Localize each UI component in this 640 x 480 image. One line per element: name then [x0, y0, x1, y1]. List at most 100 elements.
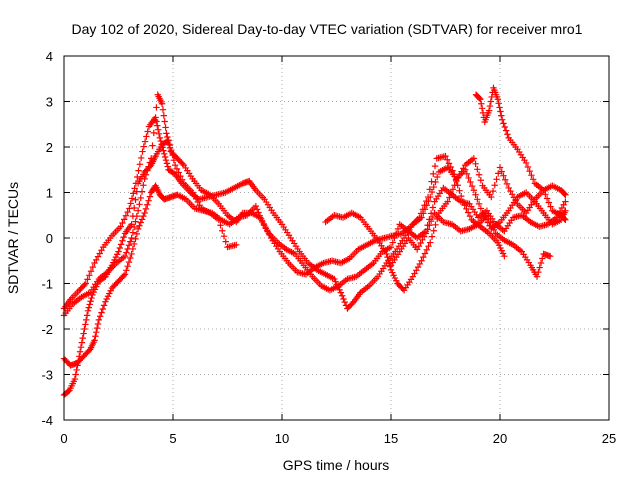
- data-point: [487, 98, 495, 105]
- data-point: [165, 136, 172, 144]
- data-point: [124, 208, 131, 216]
- data-point: [137, 194, 144, 202]
- data-point: [485, 215, 492, 223]
- data-point: [561, 215, 568, 223]
- data-point: [470, 187, 478, 194]
- y-tick-label: 1: [46, 186, 53, 201]
- data-point: [121, 253, 129, 260]
- data-point: [536, 264, 543, 271]
- data-point: [386, 263, 394, 270]
- data-point: [417, 210, 425, 217]
- data-point: [82, 280, 89, 287]
- data-point: [418, 257, 425, 264]
- data-point: [451, 171, 458, 178]
- data-point: [149, 142, 156, 149]
- data-point: [89, 263, 96, 271]
- data-point: [222, 238, 229, 245]
- data-point: [88, 294, 95, 302]
- x-axis-label: GPS time / hours: [283, 457, 390, 473]
- data-point: [83, 316, 90, 324]
- data-point: [141, 209, 148, 217]
- data-point: [81, 281, 88, 289]
- data-point: [478, 105, 486, 112]
- data-point: [338, 292, 346, 299]
- data-point: [73, 366, 80, 374]
- data-point: [426, 186, 434, 193]
- data-point: [151, 116, 159, 124]
- data-point: [128, 221, 135, 228]
- series-track-d: [60, 136, 240, 399]
- data-point: [162, 124, 169, 131]
- data-point: [96, 313, 104, 320]
- data-point: [178, 176, 186, 183]
- data-point: [175, 169, 182, 176]
- chart-title: Day 102 of 2020, Sidereal Day-to-day VTE…: [72, 21, 583, 37]
- data-point: [173, 165, 181, 173]
- data-point: [163, 130, 170, 137]
- data-point: [132, 218, 139, 225]
- data-point: [474, 166, 481, 173]
- data-point: [537, 259, 545, 267]
- data-point: [219, 227, 226, 234]
- data-point: [447, 163, 454, 171]
- data-point: [137, 219, 144, 226]
- data-point: [442, 152, 449, 160]
- series-track-f: [472, 84, 569, 198]
- data-point: [179, 160, 186, 168]
- data-point: [127, 238, 134, 245]
- data-point: [171, 162, 179, 169]
- data-point: [535, 268, 542, 276]
- data-point: [77, 344, 85, 351]
- data-point: [504, 131, 511, 138]
- series-track-c: [60, 152, 508, 369]
- data-point: [72, 371, 79, 378]
- data-point: [257, 215, 265, 223]
- data-point: [428, 233, 436, 240]
- data-point: [93, 324, 101, 332]
- data-point: [478, 100, 485, 107]
- data-point: [495, 170, 502, 177]
- data-point: [425, 242, 432, 250]
- data-point: [142, 205, 150, 213]
- data-point: [139, 148, 146, 155]
- data-point: [87, 268, 95, 275]
- data-point: [119, 219, 126, 227]
- data-point: [423, 246, 430, 254]
- data-point: [100, 302, 108, 309]
- data-point: [340, 295, 347, 303]
- data-point: [502, 127, 510, 134]
- data-point: [496, 164, 504, 171]
- data-point: [85, 304, 93, 311]
- data-point: [215, 216, 222, 223]
- data-point: [493, 176, 500, 183]
- y-tick-label: -2: [41, 322, 53, 337]
- data-point: [153, 104, 160, 111]
- data-point: [428, 178, 435, 185]
- data-point: [420, 253, 427, 261]
- data-point: [470, 155, 478, 162]
- data-point: [86, 301, 93, 308]
- data-point: [447, 190, 455, 197]
- y-tick-label: 3: [46, 95, 53, 110]
- data-point: [385, 257, 392, 264]
- data-point: [529, 176, 537, 183]
- data-point: [543, 195, 551, 202]
- data-point: [255, 209, 262, 216]
- data-point: [419, 206, 427, 213]
- data-point: [161, 153, 169, 161]
- data-point: [341, 298, 348, 306]
- data-point: [95, 316, 103, 324]
- data-point: [467, 178, 474, 186]
- data-point: [431, 162, 439, 170]
- data-point: [498, 112, 505, 119]
- data-point: [93, 328, 100, 336]
- data-point: [124, 263, 131, 270]
- data-point: [524, 163, 532, 171]
- data-point: [127, 254, 134, 262]
- data-point: [426, 222, 433, 229]
- data-point: [477, 205, 485, 212]
- data-point: [498, 168, 505, 175]
- data-point: [117, 223, 124, 230]
- data-point: [80, 330, 87, 337]
